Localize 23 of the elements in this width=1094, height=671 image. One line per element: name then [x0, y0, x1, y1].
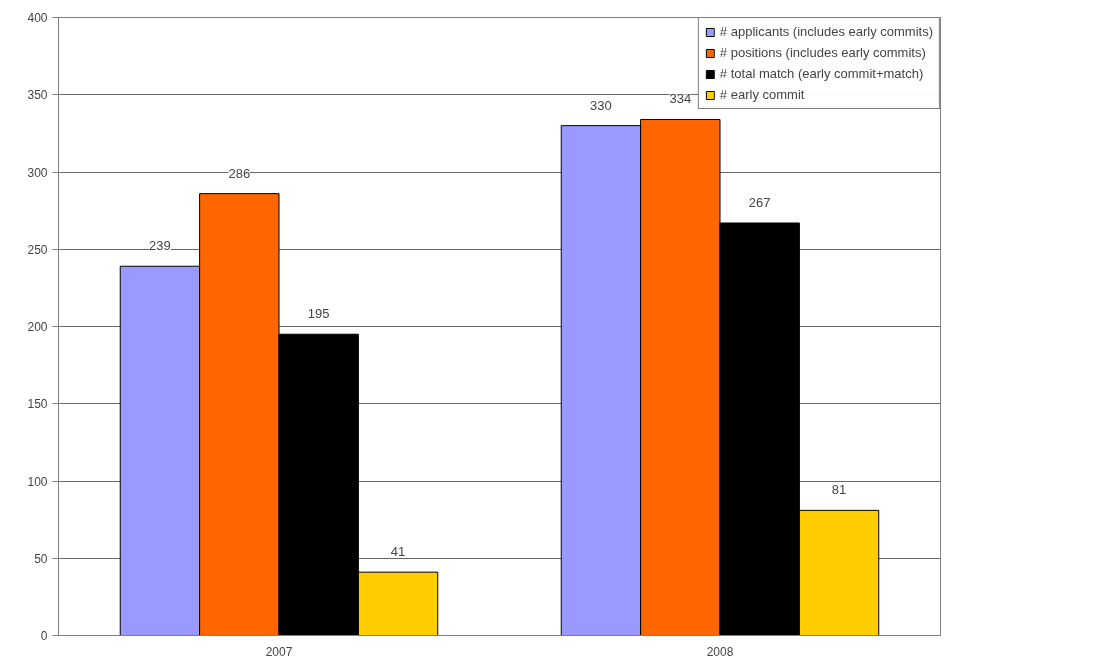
- data-label: 286: [228, 165, 251, 181]
- legend-label: # positions (includes early commits): [719, 45, 926, 60]
- y-tick-label: 350: [27, 88, 48, 103]
- data-label: 195: [307, 306, 330, 322]
- y-tick-label: 200: [27, 320, 48, 334]
- legend-label: # early commit: [719, 87, 805, 102]
- y-tick-label: 50: [34, 551, 48, 566]
- y-tick-label: 100: [27, 474, 48, 489]
- data-label: 81: [831, 482, 847, 498]
- legend-label: # total match (early commit+match): [719, 66, 924, 81]
- y-tick-label: 250: [27, 242, 48, 257]
- data-label: 41: [390, 544, 406, 560]
- data-label: 330: [590, 97, 612, 113]
- data-label: 334: [669, 91, 692, 107]
- x-tick-label: 2007: [265, 644, 293, 659]
- y-tick-label: 300: [27, 165, 48, 180]
- x-tick-label: 2008: [706, 644, 734, 659]
- data-label: 239: [149, 238, 171, 254]
- y-tick-label: 0: [40, 629, 48, 643]
- legend-label: # applicants (includes early commits): [719, 24, 933, 39]
- y-tick-label: 400: [27, 11, 48, 25]
- y-tick-label: 150: [27, 397, 48, 412]
- data-label: 267: [748, 194, 771, 210]
